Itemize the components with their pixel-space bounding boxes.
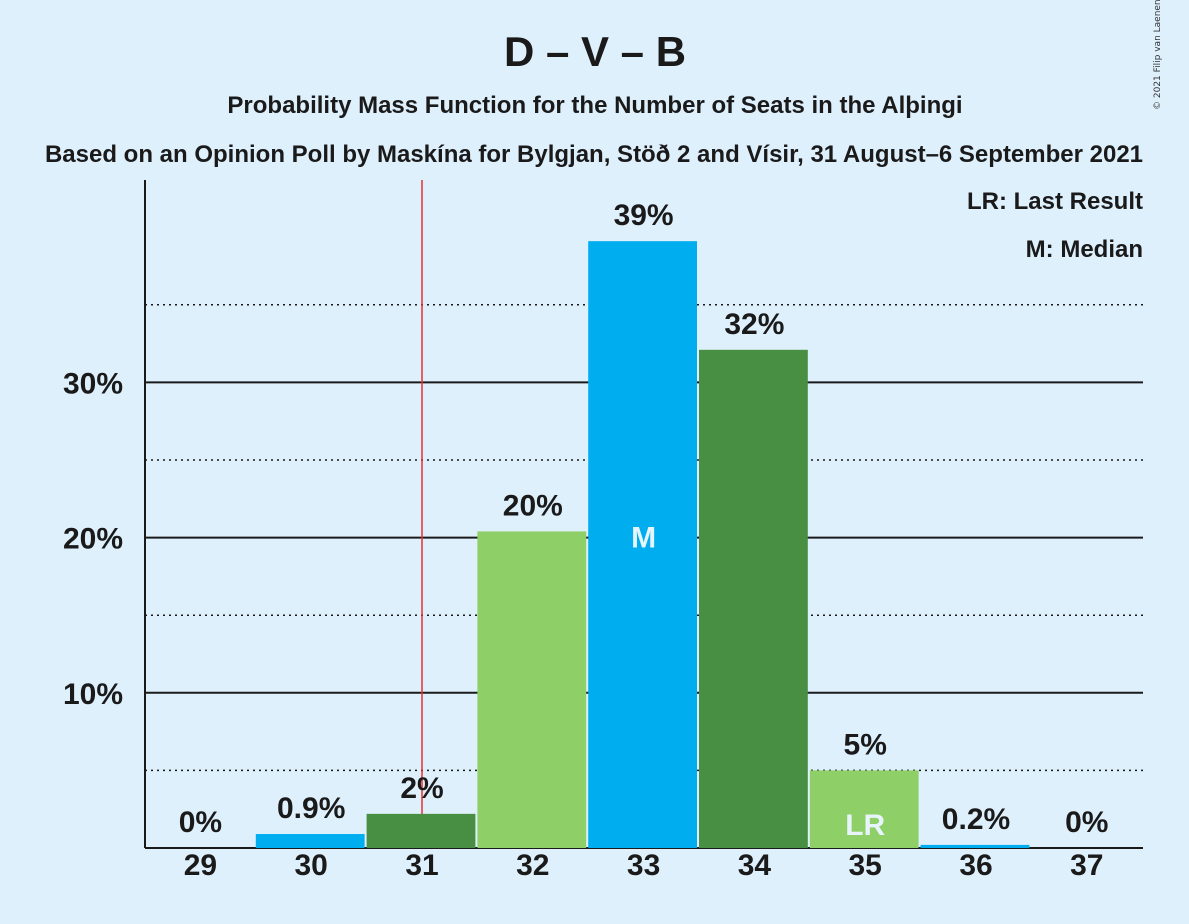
bar-seats-32: [477, 531, 587, 848]
value-label: 0.9%: [277, 792, 345, 825]
x-tick-label: 30: [295, 849, 328, 882]
x-tick-label: 31: [405, 849, 438, 882]
bar-seats-33: [588, 241, 697, 849]
chart-title: D – V – B: [504, 28, 686, 75]
value-label: 0.2%: [942, 803, 1010, 836]
value-label: 2%: [400, 772, 443, 805]
x-tick-label: 37: [1070, 849, 1103, 882]
chart-source-line: Based on an Opinion Poll by Maskína for …: [45, 141, 1143, 168]
bar-seats-34: [699, 349, 808, 848]
legend-median: M: Median: [1026, 236, 1143, 263]
x-tick-label: 33: [627, 849, 660, 882]
value-label: 5%: [844, 728, 887, 761]
value-label: 0%: [1065, 806, 1108, 839]
x-tick-label: 35: [849, 849, 882, 882]
value-label: 32%: [724, 308, 784, 341]
y-tick-label: 10%: [63, 678, 123, 711]
x-tick-label: 36: [959, 849, 992, 882]
value-label: 39%: [614, 199, 674, 232]
bar-seats-36: [920, 844, 1030, 848]
x-tick-label: 32: [516, 849, 549, 882]
x-tick-label: 29: [184, 849, 217, 882]
x-tick-label: 34: [738, 849, 772, 882]
y-tick-label: 20%: [63, 523, 123, 556]
copyright-note: © 2021 Filip van Laenen: [1153, 0, 1163, 110]
y-tick-label: 30%: [63, 367, 123, 400]
chart-subtitle: Probability Mass Function for the Number…: [227, 92, 962, 119]
legend-last-result: LR: Last Result: [967, 188, 1143, 215]
value-label: 0%: [179, 806, 222, 839]
bar-seats-31: [366, 813, 476, 848]
value-label: 20%: [503, 489, 563, 522]
median-marker: M: [631, 522, 656, 555]
last-result-marker: LR: [845, 809, 885, 842]
bar-seats-35: [809, 770, 919, 848]
bar-seats-30: [255, 834, 365, 848]
